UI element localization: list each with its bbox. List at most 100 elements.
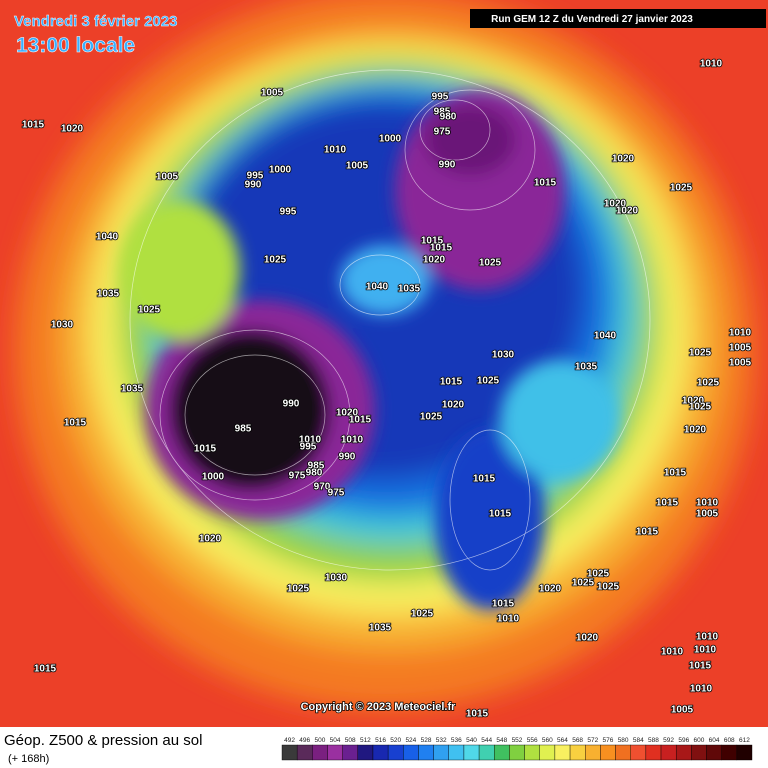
scale-label: 496 <box>299 737 310 744</box>
isobar-label: 1015 <box>349 415 372 426</box>
isobar-label: 1000 <box>269 165 292 176</box>
isobar-label: 1025 <box>479 258 502 269</box>
isobar-label: 1020 <box>442 400 465 411</box>
scale-swatch <box>615 744 631 761</box>
isobar-label: 1025 <box>572 578 595 589</box>
isobar-label: 1020 <box>616 206 639 217</box>
isobar-label: 1015 <box>489 509 512 520</box>
isobar-label: 1025 <box>477 376 500 387</box>
isobar-label: 1025 <box>287 584 310 595</box>
scale-label: 532 <box>436 737 447 744</box>
scale-label: 508 <box>345 737 356 744</box>
scale-label: 556 <box>527 737 538 744</box>
isobar-label: 1025 <box>670 183 693 194</box>
isobar-label: 1015 <box>64 418 87 429</box>
isobar-label: 1005 <box>696 509 719 520</box>
isobar-label: 1015 <box>656 498 679 509</box>
isobar-label: 1005 <box>671 705 694 716</box>
isobar-label: 990 <box>245 180 262 191</box>
scale-swatch <box>387 744 404 761</box>
isobar-label: 1010 <box>700 59 723 70</box>
scale-swatch <box>721 744 738 761</box>
isobar-label: 1020 <box>336 408 359 419</box>
isobar-label: 1020 <box>682 396 705 407</box>
isobar-label: 1010 <box>324 145 347 156</box>
isobar-label: 1010 <box>729 328 752 339</box>
scale-label: 568 <box>572 737 583 744</box>
scale-label: 504 <box>330 737 341 744</box>
isobar-label: 1030 <box>492 350 515 361</box>
isobar-label: 1015 <box>534 178 557 189</box>
scale-label: 548 <box>496 737 507 744</box>
isobar-label: 1025 <box>697 378 720 389</box>
scale-label: 544 <box>481 737 492 744</box>
scale-label: 492 <box>284 737 295 744</box>
isobar-label: 1020 <box>539 584 562 595</box>
isobar-label: 1005 <box>729 358 752 369</box>
isobar-label: 980 <box>306 468 323 479</box>
isobar-label: 1015 <box>421 236 444 247</box>
scale-label: 500 <box>314 737 325 744</box>
scale-label: 592 <box>663 737 674 744</box>
scale-swatch <box>312 744 328 761</box>
scale-label: 560 <box>542 737 553 744</box>
isobar-label: 1005 <box>346 161 369 172</box>
scale-label: 612 <box>739 737 750 744</box>
scale-swatch <box>509 744 525 761</box>
isobar-label: 1020 <box>576 633 599 644</box>
scale-swatch <box>569 744 586 761</box>
isobar-label: 1015 <box>473 474 496 485</box>
scale-swatch <box>675 744 692 761</box>
scale-swatch <box>600 744 616 761</box>
scale-label: 604 <box>709 737 720 744</box>
isobar-label: 1015 <box>636 527 659 538</box>
scale-swatch <box>342 744 359 761</box>
isobar-label: 1010 <box>341 435 364 446</box>
isobar-label: 975 <box>289 471 306 482</box>
isobar-label: 990 <box>339 452 356 463</box>
isobar-label: 985 <box>308 461 325 472</box>
scale-label: 596 <box>678 737 689 744</box>
scale-label: 516 <box>375 737 386 744</box>
isobar-label: 975 <box>434 127 451 138</box>
forecast-date: Vendredi 3 février 2023 <box>14 13 177 30</box>
isobar-label: 995 <box>300 442 317 453</box>
scale-swatch <box>357 744 374 761</box>
scale-swatch <box>433 744 449 761</box>
isobar-label: 1025 <box>138 305 161 316</box>
scale-label: 580 <box>618 737 629 744</box>
scale-swatch <box>524 744 540 761</box>
isobar-label: 1015 <box>664 468 687 479</box>
scale-swatch <box>736 744 753 761</box>
isobar-label: 970 <box>314 482 331 493</box>
scale-swatch <box>281 744 298 761</box>
isobar-label: 1030 <box>51 320 74 331</box>
isobar-label: 1010 <box>661 647 684 658</box>
scale-swatch <box>554 744 571 761</box>
isobar-label: 1040 <box>594 331 617 342</box>
isobar-label: 1000 <box>202 472 225 483</box>
scale-label: 520 <box>390 737 401 744</box>
isobar-label: 1025 <box>264 255 287 266</box>
isobar-label: 990 <box>439 160 456 171</box>
scale-label: 572 <box>587 737 598 744</box>
isobar-label: 995 <box>247 171 264 182</box>
isobar-label: 1035 <box>398 284 421 295</box>
isobar-label: 1020 <box>423 255 446 266</box>
isobar-label: 1025 <box>689 348 712 359</box>
scale-label: 564 <box>557 737 568 744</box>
scale-swatch <box>478 744 495 761</box>
scale-swatch <box>494 744 510 761</box>
scale-swatch <box>691 744 707 761</box>
isobar-label: 985 <box>235 424 252 435</box>
isobar-label: 1040 <box>96 232 119 243</box>
scale-swatch <box>645 744 662 761</box>
isobar-label: 1020 <box>61 124 84 135</box>
isobar-label: 1010 <box>694 645 717 656</box>
run-info: Run GEM 12 Z du Vendredi 27 janvier 2023 <box>491 14 693 25</box>
isobar-label: 1020 <box>199 534 222 545</box>
isobar-label: 1040 <box>366 282 389 293</box>
isobar-label: 1010 <box>299 435 322 446</box>
copyright: Copyright © 2023 Meteociel.fr <box>301 701 457 713</box>
